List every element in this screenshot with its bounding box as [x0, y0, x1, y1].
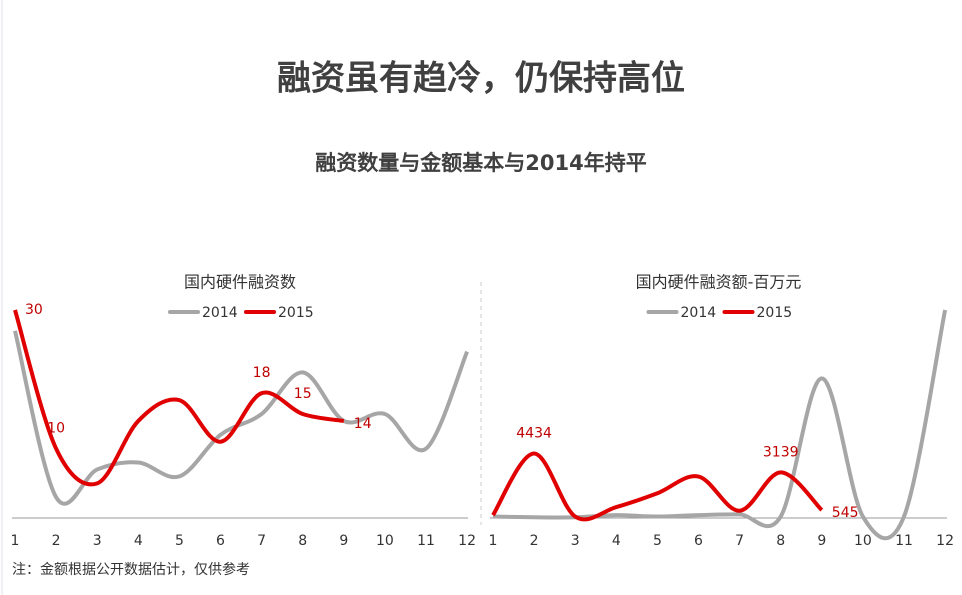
x-tick-label: 9 [339, 533, 348, 549]
x-tick-label: 12 [936, 533, 954, 549]
slide-title: 融资虽有趋冷，仍保持高位 [277, 59, 685, 99]
x-tick-label: 7 [257, 533, 266, 549]
series-line [491, 451, 824, 522]
series-line [13, 309, 345, 487]
x-tick-label: 3 [93, 533, 102, 549]
chart-title: 国内硬件融资数 [184, 273, 296, 292]
data-label: 545 [832, 505, 859, 521]
data-label: 4434 [516, 426, 552, 442]
x-tick-label: 11 [895, 533, 913, 549]
data-label: 10 [47, 421, 65, 437]
note: 注：金额根据公开数据估计，仅供参考 [12, 561, 250, 578]
x-tick-label: 4 [612, 533, 621, 549]
x-tick-label: 2 [530, 533, 539, 549]
x-tick-label: 8 [776, 533, 785, 549]
x-tick-label: 6 [216, 533, 225, 549]
x-tick-label: 2 [52, 533, 61, 549]
legend-label: 2015 [757, 305, 793, 321]
x-tick-label: 10 [854, 533, 872, 549]
data-label: 30 [25, 302, 43, 318]
x-tick-label: 11 [417, 533, 435, 549]
legend-label: 2015 [278, 305, 314, 321]
x-tick-label: 7 [735, 533, 744, 549]
x-tick-label: 4 [134, 533, 143, 549]
slide-subtitle: 融资数量与金额基本与2014年持平 [315, 151, 646, 175]
data-label: 18 [253, 365, 271, 381]
x-tick-label: 5 [175, 533, 184, 549]
x-tick-label: 12 [458, 533, 476, 549]
x-tick-label: 3 [571, 533, 580, 549]
x-tick-label: 6 [694, 533, 703, 549]
legend-label: 2014 [681, 305, 717, 321]
x-tick-label: 1 [489, 533, 498, 549]
x-tick-label: 1 [11, 533, 20, 549]
x-tick-label: 5 [653, 533, 662, 549]
x-tick-label: 10 [376, 533, 394, 549]
legend-label: 2014 [202, 305, 238, 321]
x-tick-label: 9 [817, 533, 826, 549]
x-tick-label: 8 [298, 533, 307, 549]
chart-title: 国内硬件融资额-百万元 [636, 273, 802, 292]
data-label: 3139 [763, 444, 799, 460]
data-label: 14 [354, 416, 372, 432]
data-label: 15 [294, 386, 312, 402]
